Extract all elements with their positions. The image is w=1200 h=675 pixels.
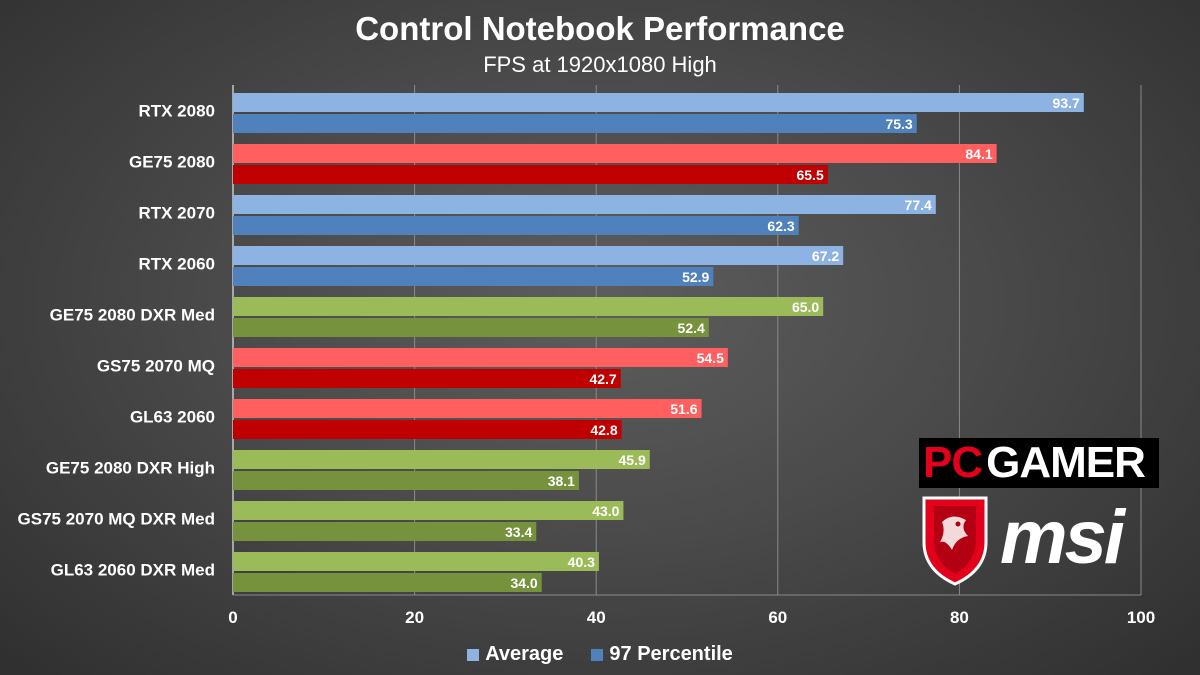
data-label-average: 93.7 [1053,95,1080,111]
bar-97-percentile [233,471,579,490]
category-label: GS75 2070 MQ DXR Med [18,510,215,529]
data-label-average: 45.9 [619,452,646,468]
bar-average [233,93,1084,112]
data-label-97-percentile: 33.4 [505,524,532,540]
x-tick-label: 80 [950,608,969,627]
bar-average [233,450,650,469]
bar-97-percentile [233,267,714,286]
data-label-average: 51.6 [670,401,697,417]
data-label-97-percentile: 75.3 [885,116,912,132]
legend-label-average: Average [485,643,564,665]
chart-title: Control Notebook Performance [355,10,845,47]
bar-97-percentile [233,369,621,388]
bar-average [233,399,702,418]
legend-label-percentile: 97 Percentile [609,643,733,665]
bar-average [233,348,728,367]
chart-subtitle: FPS at 1920x1080 High [483,52,717,77]
data-label-97-percentile: 38.1 [548,473,575,489]
data-label-average: 65.0 [792,299,819,315]
msi-dragon-shield-icon [922,496,988,586]
data-label-average: 54.5 [697,350,724,366]
category-label: RTX 2060 [138,255,215,274]
category-label: GE75 2080 DXR Med [50,306,215,325]
data-label-97-percentile: 34.0 [510,575,537,591]
data-label-97-percentile: 65.5 [796,167,823,183]
pc-gamer-logo-pc: PC [923,438,983,487]
category-label: RTX 2070 [138,204,215,223]
legend-item-percentile: 97 Percentile [591,643,733,666]
bar-97-percentile [233,318,709,337]
msi-wordmark: msi [1000,495,1125,580]
bar-average [233,144,997,163]
x-tick-label: 60 [768,608,787,627]
data-label-97-percentile: 42.8 [590,422,617,438]
bar-97-percentile [233,522,537,541]
x-tick-label: 100 [1127,608,1155,627]
bar-average [233,501,624,520]
x-tick-label: 20 [405,608,424,627]
pc-gamer-logo: PC GAMER [919,438,1159,488]
data-label-97-percentile: 62.3 [767,218,794,234]
pc-gamer-logo-gamer: GAMER [986,438,1146,487]
category-label: GE75 2080 [129,153,215,172]
legend-swatch-average [467,648,480,661]
bar-97-percentile [233,420,622,439]
legend-swatch-percentile [591,648,604,661]
x-tick-label: 40 [587,608,606,627]
data-label-97-percentile: 52.9 [682,269,709,285]
x-tick-label: 0 [228,608,237,627]
bar-97-percentile [233,114,917,133]
data-label-97-percentile: 42.7 [589,371,616,387]
category-label: GL63 2060 DXR Med [51,561,215,580]
bar-97-percentile [233,573,542,592]
bar-97-percentile [233,216,799,235]
data-label-average: 77.4 [905,197,932,213]
data-label-average: 43.0 [592,503,619,519]
category-label: GE75 2080 DXR High [46,459,215,478]
bar-average [233,297,824,316]
chart-legend: Average 97 Percentile [0,643,1200,666]
category-label: GL63 2060 [130,408,215,427]
bar-average [233,195,936,214]
data-label-97-percentile: 52.4 [678,320,705,336]
bar-average [233,246,844,265]
data-label-average: 67.2 [812,248,839,264]
bar-97-percentile [233,165,828,184]
data-label-average: 40.3 [568,554,595,570]
category-label: GS75 2070 MQ [97,357,215,376]
data-label-average: 84.1 [965,146,992,162]
legend-item-average: Average [467,643,563,666]
category-label: RTX 2080 [138,102,215,121]
bar-average [233,552,599,571]
